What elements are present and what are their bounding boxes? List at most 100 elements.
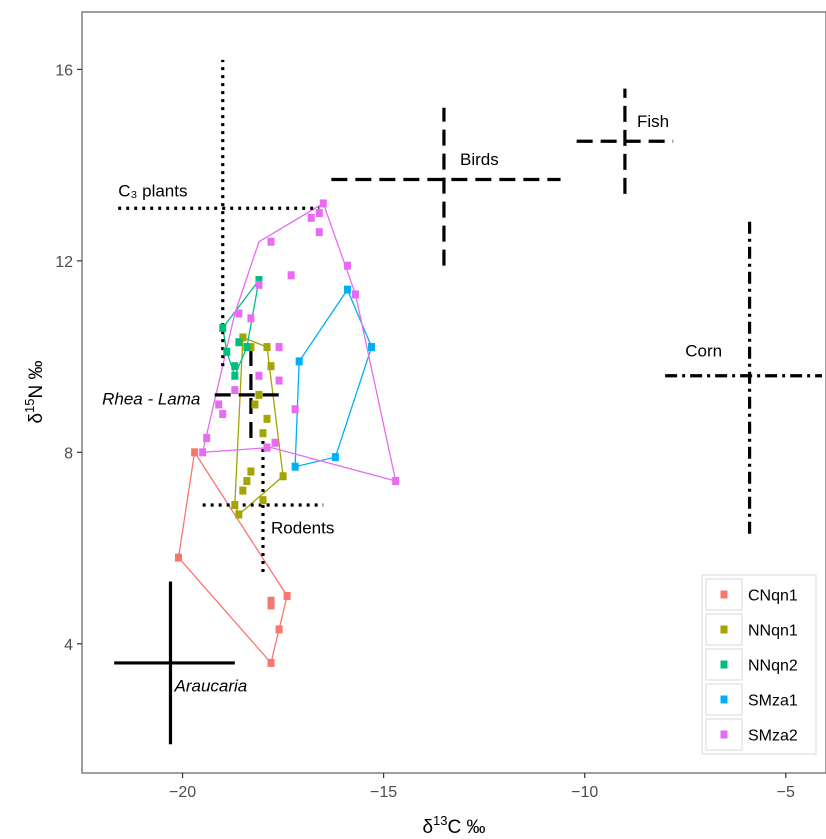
point-cnqn1 <box>275 625 283 634</box>
point-nnqn1 <box>231 500 239 509</box>
point-smza1 <box>295 357 303 366</box>
point-smza2 <box>319 199 327 208</box>
point-smza2 <box>271 438 279 447</box>
point-nnqn1 <box>239 333 247 342</box>
x-tick-label: −20 <box>169 784 196 801</box>
point-nnqn1 <box>255 390 263 399</box>
y-axis-title-base: δ <box>26 413 47 424</box>
point-smza1 <box>291 462 299 471</box>
point-smza2 <box>199 448 207 457</box>
point-smza2 <box>231 386 239 395</box>
point-smza2 <box>351 290 359 299</box>
x-tick-label: −15 <box>370 784 397 801</box>
point-cnqn1 <box>267 596 275 605</box>
rodents-label: Rodents <box>271 519 334 538</box>
point-smza2 <box>219 410 227 419</box>
point-smza1 <box>368 343 376 352</box>
hull-cnqn1 <box>177 450 288 665</box>
data-points <box>175 199 400 667</box>
legend-swatch-nnqn2 <box>720 660 728 669</box>
x-axis-title-rest: C ‰ <box>448 817 486 838</box>
point-nnqn2 <box>231 362 239 371</box>
point-nnqn2 <box>235 338 243 347</box>
hull-smza1 <box>294 288 373 468</box>
point-cnqn1 <box>175 553 183 562</box>
y-axis-title-rest: N ‰ <box>26 360 47 398</box>
point-nnqn1 <box>259 429 267 438</box>
point-smza2 <box>255 371 263 380</box>
point-cnqn1 <box>267 601 275 610</box>
point-nnqn1 <box>267 362 275 371</box>
point-smza2 <box>307 213 315 222</box>
point-nnqn1 <box>235 510 243 519</box>
legend-label-cnqn1: CNqn1 <box>748 588 798 605</box>
point-nnqn1 <box>259 496 267 505</box>
legend-label-nnqn2: NNqn2 <box>748 658 798 675</box>
point-smza2 <box>287 271 295 280</box>
legend-swatch-smza1 <box>720 695 728 704</box>
y-axis-title-sup: 15 <box>22 398 37 412</box>
point-cnqn1 <box>191 448 199 457</box>
hull-nnqn2 <box>222 279 260 378</box>
y-tick-label: 4 <box>64 637 73 654</box>
point-smza2 <box>315 209 323 218</box>
point-nnqn1 <box>247 343 255 352</box>
y-tick-label: 12 <box>55 254 73 271</box>
point-smza2 <box>275 376 283 385</box>
point-nnqn1 <box>251 400 259 409</box>
legend-swatch-smza2 <box>720 730 728 739</box>
point-smza2 <box>203 433 211 442</box>
legend-label-smza1: SMza1 <box>748 693 798 710</box>
birds-label: Birds <box>460 150 499 169</box>
point-nnqn1 <box>263 414 271 423</box>
point-nnqn1 <box>247 467 255 476</box>
x-axis-title-base: δ <box>422 817 433 838</box>
point-smza2 <box>215 400 223 409</box>
rhea-lama-label: Rhea - Lama <box>102 389 200 408</box>
point-nnqn2 <box>243 343 251 352</box>
point-smza2 <box>343 261 351 270</box>
x-tick-label: −10 <box>571 784 598 801</box>
legend-swatch-cnqn1 <box>720 590 728 599</box>
x-tick-label: −5 <box>777 784 795 801</box>
legend-swatch-nnqn1 <box>720 625 728 634</box>
y-tick-label: 8 <box>64 445 73 462</box>
point-nnqn2 <box>231 371 239 380</box>
point-nnqn2 <box>223 347 231 356</box>
point-cnqn1 <box>267 658 275 667</box>
point-nnqn1 <box>263 343 271 352</box>
y-axis-title: δ15N ‰ <box>22 360 47 423</box>
hull-smza2 <box>201 202 397 482</box>
x-axis-title: δ13C ‰ <box>422 813 485 838</box>
point-smza1 <box>331 453 339 462</box>
c-plants-label: C₃ plants <box>118 181 187 200</box>
point-smza1 <box>343 285 351 294</box>
y-tick-label: 16 <box>55 62 73 79</box>
fish-label: Fish <box>637 112 669 131</box>
araucaria-label: Araucaria <box>173 677 247 696</box>
point-smza2 <box>291 405 299 414</box>
point-smza2 <box>315 228 323 237</box>
point-nnqn1 <box>243 477 251 486</box>
x-axis-title-sup: 13 <box>433 813 447 828</box>
point-cnqn1 <box>283 591 291 600</box>
hull-polygons <box>177 202 397 665</box>
x-axis: −20 −15 −10 −5 <box>169 773 795 801</box>
legend-label-nnqn1: NNqn1 <box>748 623 798 640</box>
corn-label: Corn <box>685 342 722 361</box>
point-nnqn2 <box>219 323 227 332</box>
hull-nnqn1 <box>234 336 284 516</box>
point-smza2 <box>275 343 283 352</box>
point-smza2 <box>263 443 271 452</box>
point-smza2 <box>267 237 275 246</box>
point-smza2 <box>392 477 400 486</box>
reference-crosses: C₃ plants Birds Fish Corn Rhea - Lama Rodents… <box>102 59 822 745</box>
point-nnqn1 <box>279 472 287 481</box>
point-smza2 <box>247 314 255 323</box>
point-nnqn1 <box>239 486 247 495</box>
y-axis: 4 8 12 16 <box>55 62 82 654</box>
panel-border <box>81 11 826 774</box>
legend: CNqn1 NNqn1 NNqn2 SMza1 SMza2 <box>701 574 817 755</box>
legend-label-smza2: SMza2 <box>748 728 798 745</box>
